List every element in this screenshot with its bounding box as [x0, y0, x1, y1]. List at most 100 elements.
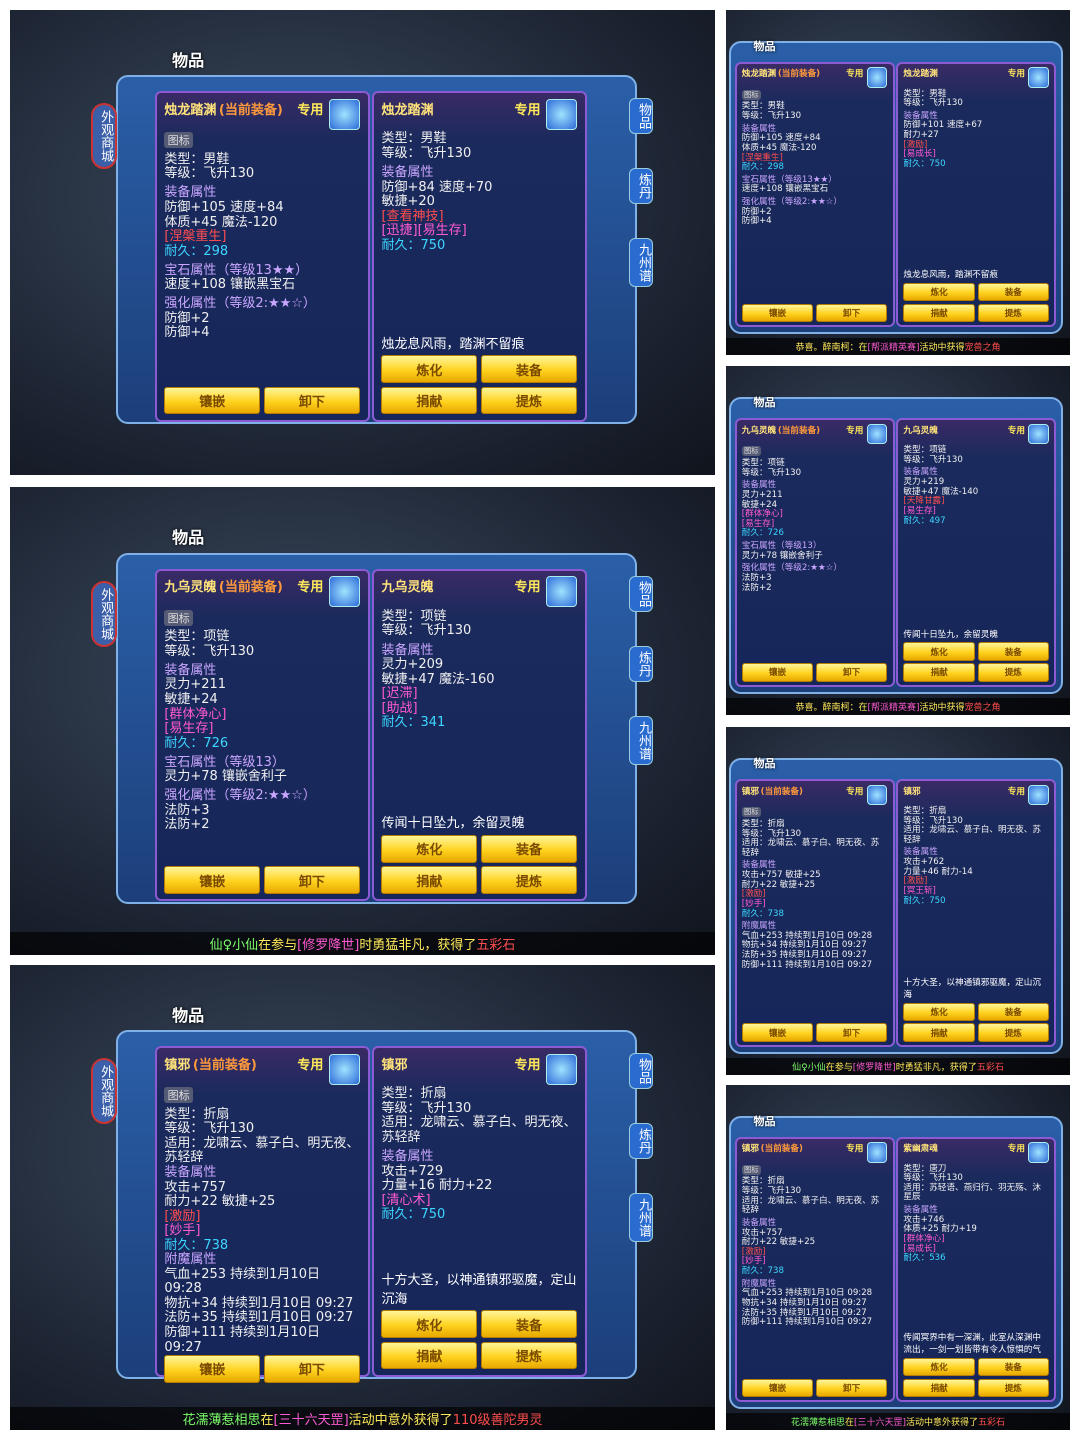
item-card: 九乌灵魄 专用 类型：项链 等级：飞升130 装备属性 灵力+209 敏捷+47 魔法-16…	[371, 568, 587, 902]
attribute-line: 类型：项链	[741, 458, 785, 469]
broadcast-segment: [三十六天罡]	[853, 1418, 907, 1428]
attribute-line: 耐久：341	[381, 715, 446, 731]
button-group: 炼化 装备 捐献 提炼	[903, 1357, 1050, 1397]
side-tab[interactable]: 炼丹	[628, 646, 653, 682]
action-button[interactable]: 捐献	[903, 1378, 975, 1397]
attribute-line: 气血+253 持续到1月10日 09:28	[741, 1288, 873, 1299]
button-group: 镶嵌 卸下	[741, 663, 888, 682]
action-button[interactable]: 装备	[481, 355, 577, 383]
action-button[interactable]: 提炼	[977, 1378, 1050, 1397]
action-button[interactable]: 镶嵌	[741, 303, 814, 322]
attribute-line: 法防+35 持续到1月10日 09:27	[164, 1310, 354, 1326]
action-button[interactable]: 镶嵌	[741, 1378, 814, 1397]
action-button[interactable]: 提炼	[481, 386, 577, 415]
action-button[interactable]: 炼化	[903, 1002, 975, 1021]
action-button[interactable]: 镶嵌	[741, 1023, 814, 1042]
equipped-label: (当前装备)	[218, 580, 283, 596]
icon-badge[interactable]: 图标	[741, 1164, 761, 1175]
action-button[interactable]: 捐献	[381, 386, 478, 415]
icon-badge[interactable]: 图标	[164, 1087, 194, 1104]
icon-badge[interactable]: 图标	[741, 446, 761, 457]
action-button[interactable]: 卸下	[815, 663, 888, 682]
exclusive-tag: 专用	[1007, 786, 1025, 797]
action-button[interactable]: 炼化	[903, 1357, 975, 1377]
action-button[interactable]: 捐献	[903, 303, 975, 322]
icon-badge[interactable]: 图标	[741, 89, 761, 100]
attribute-line: [助战]	[381, 700, 418, 716]
attribute-line: 装备属性	[381, 1149, 434, 1165]
attribute-line: 体质+25 耐力+19	[903, 1224, 977, 1235]
action-button[interactable]: 炼化	[903, 282, 975, 302]
side-shop-tab[interactable]: 外观商城	[91, 580, 118, 647]
side-tab[interactable]: 炼丹	[628, 168, 653, 204]
action-button[interactable]: 装备	[977, 642, 1050, 661]
exclusive-tag: 专用	[514, 1057, 541, 1073]
icon-badge[interactable]: 图标	[164, 609, 194, 626]
action-button[interactable]: 装备	[977, 1357, 1050, 1377]
side-shop-tab[interactable]: 外观商城	[91, 1058, 118, 1125]
action-button[interactable]: 提炼	[977, 303, 1050, 322]
action-button[interactable]: 提炼	[481, 866, 577, 894]
attribute-line: 附魔属性	[741, 921, 777, 932]
action-button[interactable]: 捐献	[903, 1023, 975, 1042]
action-button[interactable]: 镶嵌	[741, 663, 814, 682]
system-broadcast: 花濡薄惹相思在[三十六天罡]活动中意外获得了110级善陀男灵	[10, 1407, 715, 1430]
action-button[interactable]: 捐献	[381, 866, 478, 894]
side-tab[interactable]: 物品	[628, 98, 653, 135]
action-button[interactable]: 提炼	[977, 1023, 1050, 1042]
attribute-line: 法防+2	[741, 582, 772, 593]
button-group: 镶嵌 卸下	[164, 1355, 360, 1383]
equipped-label: (当前装备)	[777, 69, 821, 80]
attribute-line: 防御+4	[741, 216, 772, 227]
broadcast-segment: 时勇猛非凡，获得了	[359, 938, 477, 953]
item-icon	[545, 98, 577, 130]
attribute-line: 敏捷+47 魔法-160	[381, 671, 495, 687]
side-tab[interactable]: 九州谱	[628, 716, 653, 766]
action-button[interactable]: 炼化	[903, 642, 975, 661]
action-button[interactable]: 卸下	[815, 303, 888, 322]
side-tab[interactable]: 九州谱	[628, 1192, 653, 1242]
action-button[interactable]: 炼化	[381, 1310, 478, 1338]
action-button[interactable]: 卸下	[263, 1355, 360, 1383]
action-button[interactable]: 装备	[481, 835, 577, 863]
side-tab[interactable]: 九州谱	[628, 237, 653, 287]
screenshot-panel: 物品 九乌灵魄 (当前装备) 专用 图标 类型：项链 等级：飞升130 装备属性 灵力+211 敏…	[726, 366, 1070, 715]
action-button[interactable]: 炼化	[381, 835, 478, 863]
action-button[interactable]: 卸下	[815, 1023, 888, 1042]
side-tab[interactable]: 物品	[628, 575, 653, 612]
action-button[interactable]: 镶嵌	[164, 1355, 261, 1383]
attribute-line: [群体净心]	[741, 509, 783, 520]
action-button[interactable]: 镶嵌	[164, 386, 261, 415]
side-shop-tab[interactable]: 外观商城	[91, 103, 118, 170]
broadcast-segment: 五彩石	[978, 1418, 1006, 1428]
window-title: 物品	[753, 1114, 776, 1128]
attribute-line: 法防+3	[741, 572, 772, 583]
action-button[interactable]: 卸下	[815, 1378, 888, 1397]
item-icon	[1028, 423, 1050, 445]
action-button[interactable]: 捐献	[903, 663, 975, 682]
action-button[interactable]: 提炼	[977, 663, 1050, 682]
attribute-line: 宝石属性（等级13★★）	[164, 262, 309, 278]
action-button[interactable]: 装备	[977, 1002, 1050, 1021]
action-button[interactable]: 卸下	[263, 386, 360, 415]
action-button[interactable]: 捐献	[381, 1341, 478, 1370]
action-button[interactable]: 装备	[977, 282, 1050, 302]
action-button[interactable]: 装备	[481, 1310, 577, 1338]
attribute-line: 装备属性	[164, 1164, 217, 1180]
side-tab[interactable]: 物品	[628, 1053, 653, 1090]
broadcast-segment: 在	[260, 1413, 274, 1428]
attribute-line: [激励]	[741, 889, 766, 900]
action-button[interactable]: 镶嵌	[164, 866, 261, 894]
icon-badge[interactable]: 图标	[164, 132, 194, 149]
attribute-line: 灵力+211	[164, 677, 227, 693]
action-button[interactable]: 提炼	[481, 1341, 577, 1370]
action-button[interactable]: 卸下	[263, 866, 360, 894]
screenshot-panel: 物品 镇邪 (当前装备) 专用 图标 类型：折扇 等级：飞升130 适用：龙啸云、慕子白、明无…	[726, 1085, 1070, 1430]
attribute-line: 耐久：750	[903, 158, 946, 169]
broadcast-segment: 活动中获得	[919, 343, 965, 353]
action-button[interactable]: 炼化	[381, 355, 478, 383]
side-tab[interactable]: 炼丹	[628, 1123, 653, 1159]
attribute-line: 耐久：536	[903, 1253, 946, 1264]
icon-badge[interactable]: 图标	[741, 806, 761, 817]
button-group: 炼化 装备 捐献 提炼	[903, 282, 1050, 322]
